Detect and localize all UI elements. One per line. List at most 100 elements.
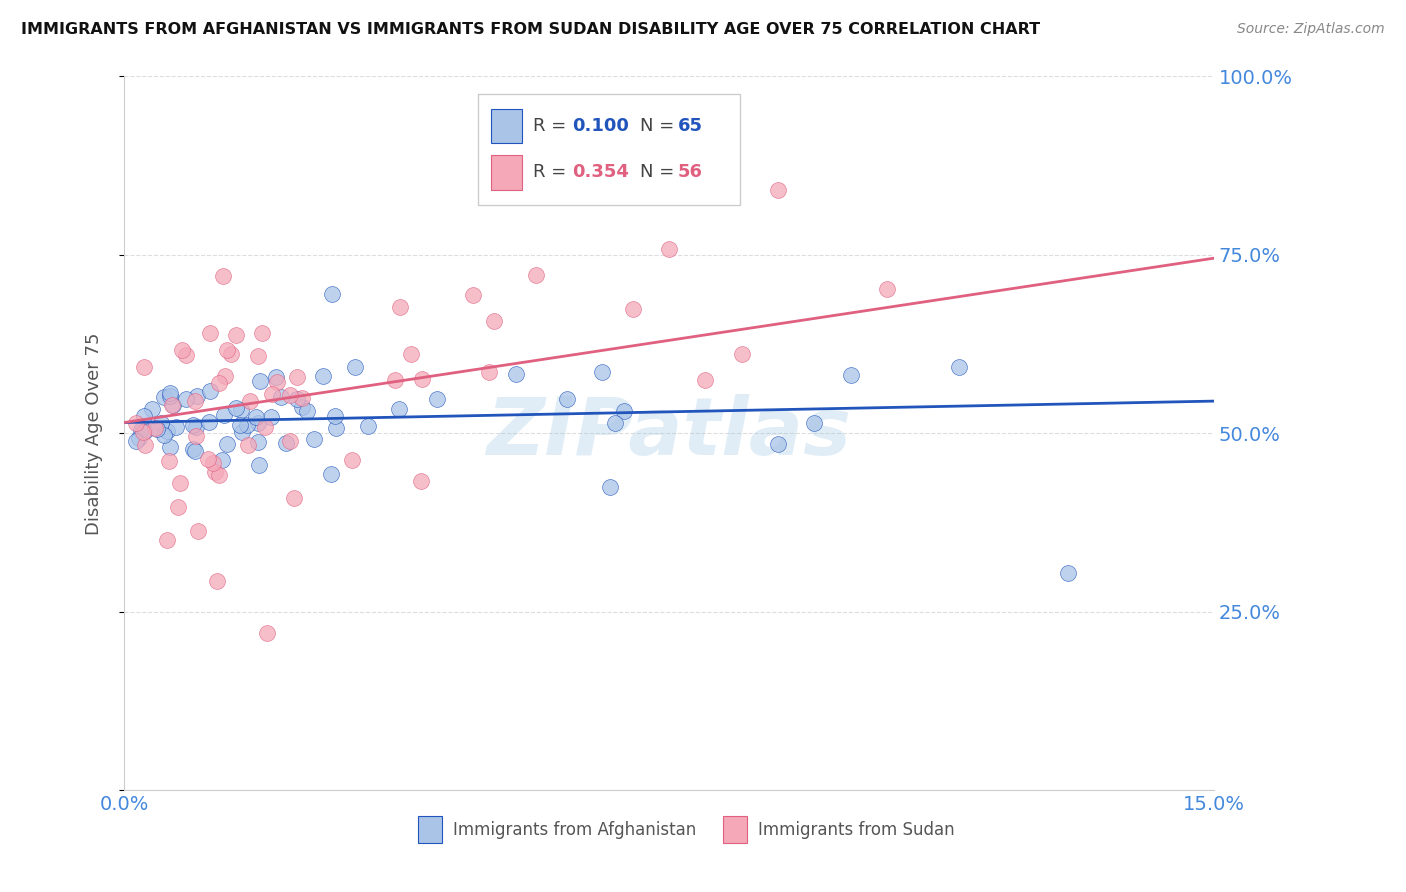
Point bbox=[278, 388, 301, 402]
Point bbox=[211, 268, 233, 283]
Point bbox=[231, 425, 253, 440]
Point bbox=[247, 435, 270, 450]
Point bbox=[260, 387, 283, 401]
Text: R =: R = bbox=[533, 117, 572, 135]
Text: N =: N = bbox=[640, 117, 679, 135]
Point bbox=[132, 409, 155, 424]
Bar bbox=[419, 816, 443, 843]
Point bbox=[132, 425, 155, 440]
Point bbox=[245, 409, 267, 424]
Point bbox=[555, 392, 578, 406]
Point bbox=[658, 243, 681, 257]
Point bbox=[239, 393, 262, 408]
Point bbox=[621, 301, 644, 316]
Point bbox=[225, 401, 247, 415]
Point bbox=[312, 369, 335, 384]
Point bbox=[204, 465, 226, 479]
Point bbox=[274, 436, 297, 450]
Text: 56: 56 bbox=[678, 163, 703, 181]
Bar bbox=[491, 109, 522, 144]
Point bbox=[181, 418, 204, 433]
Point bbox=[134, 424, 156, 438]
Point bbox=[235, 418, 257, 433]
Text: N =: N = bbox=[640, 163, 679, 181]
Point bbox=[162, 398, 184, 412]
Point bbox=[170, 343, 193, 358]
Point bbox=[603, 416, 626, 430]
Point bbox=[256, 626, 278, 640]
Point bbox=[302, 432, 325, 446]
Text: Immigrants from Sudan: Immigrants from Sudan bbox=[758, 821, 955, 838]
Point bbox=[482, 314, 505, 328]
Point bbox=[246, 416, 269, 430]
Point bbox=[186, 389, 208, 403]
Point bbox=[291, 401, 314, 415]
Point bbox=[399, 347, 422, 361]
Point bbox=[225, 327, 247, 342]
Bar bbox=[478, 94, 740, 204]
Point bbox=[184, 443, 207, 458]
Point bbox=[340, 452, 363, 467]
Text: 0.100: 0.100 bbox=[572, 117, 628, 135]
Point bbox=[325, 421, 347, 435]
Point bbox=[215, 343, 238, 357]
Point bbox=[132, 359, 155, 374]
Text: 0.354: 0.354 bbox=[572, 163, 628, 181]
Point bbox=[613, 404, 636, 418]
Point bbox=[411, 372, 433, 386]
Point bbox=[169, 476, 191, 491]
Point bbox=[266, 375, 288, 389]
Point bbox=[181, 442, 204, 456]
Point bbox=[165, 419, 187, 434]
Point bbox=[285, 392, 308, 406]
Point bbox=[141, 401, 163, 416]
Point bbox=[505, 367, 527, 381]
Point bbox=[211, 453, 233, 467]
Bar bbox=[491, 155, 522, 190]
Point bbox=[207, 376, 229, 391]
Point bbox=[149, 416, 172, 430]
Point bbox=[321, 287, 343, 301]
Point bbox=[217, 436, 239, 450]
Point bbox=[184, 393, 207, 408]
Point bbox=[599, 481, 621, 495]
Point bbox=[229, 402, 252, 417]
Point bbox=[321, 467, 343, 481]
Point bbox=[125, 434, 148, 448]
Point bbox=[270, 390, 292, 404]
Point bbox=[200, 326, 222, 340]
Point bbox=[249, 374, 271, 388]
Point bbox=[295, 404, 318, 418]
Point bbox=[200, 384, 222, 399]
Point bbox=[357, 418, 380, 433]
Point bbox=[212, 408, 235, 422]
Point bbox=[766, 183, 789, 197]
Point bbox=[524, 268, 547, 283]
Text: ZIPatlas: ZIPatlas bbox=[486, 394, 852, 472]
Point bbox=[260, 410, 283, 425]
Point bbox=[246, 350, 269, 364]
Bar bbox=[724, 816, 748, 843]
Point bbox=[285, 369, 308, 384]
Point bbox=[174, 392, 197, 407]
Point bbox=[167, 500, 190, 515]
Point bbox=[159, 386, 181, 401]
Point bbox=[219, 346, 242, 360]
Point bbox=[128, 431, 150, 445]
Point bbox=[153, 427, 176, 442]
Text: IMMIGRANTS FROM AFGHANISTAN VS IMMIGRANTS FROM SUDAN DISABILITY AGE OVER 75 CORR: IMMIGRANTS FROM AFGHANISTAN VS IMMIGRANT… bbox=[21, 22, 1040, 37]
Point bbox=[591, 365, 613, 379]
Point bbox=[159, 440, 181, 454]
Y-axis label: Disability Age Over 75: Disability Age Over 75 bbox=[86, 332, 103, 534]
Text: 65: 65 bbox=[678, 117, 703, 135]
Point bbox=[409, 474, 432, 488]
Point bbox=[254, 419, 277, 434]
Point bbox=[250, 326, 273, 340]
Point bbox=[766, 437, 789, 451]
Point bbox=[461, 288, 484, 302]
Point bbox=[344, 359, 367, 374]
Point bbox=[197, 452, 219, 467]
Point bbox=[384, 373, 406, 387]
Text: Immigrants from Afghanistan: Immigrants from Afghanistan bbox=[453, 821, 696, 838]
Point bbox=[803, 416, 825, 430]
